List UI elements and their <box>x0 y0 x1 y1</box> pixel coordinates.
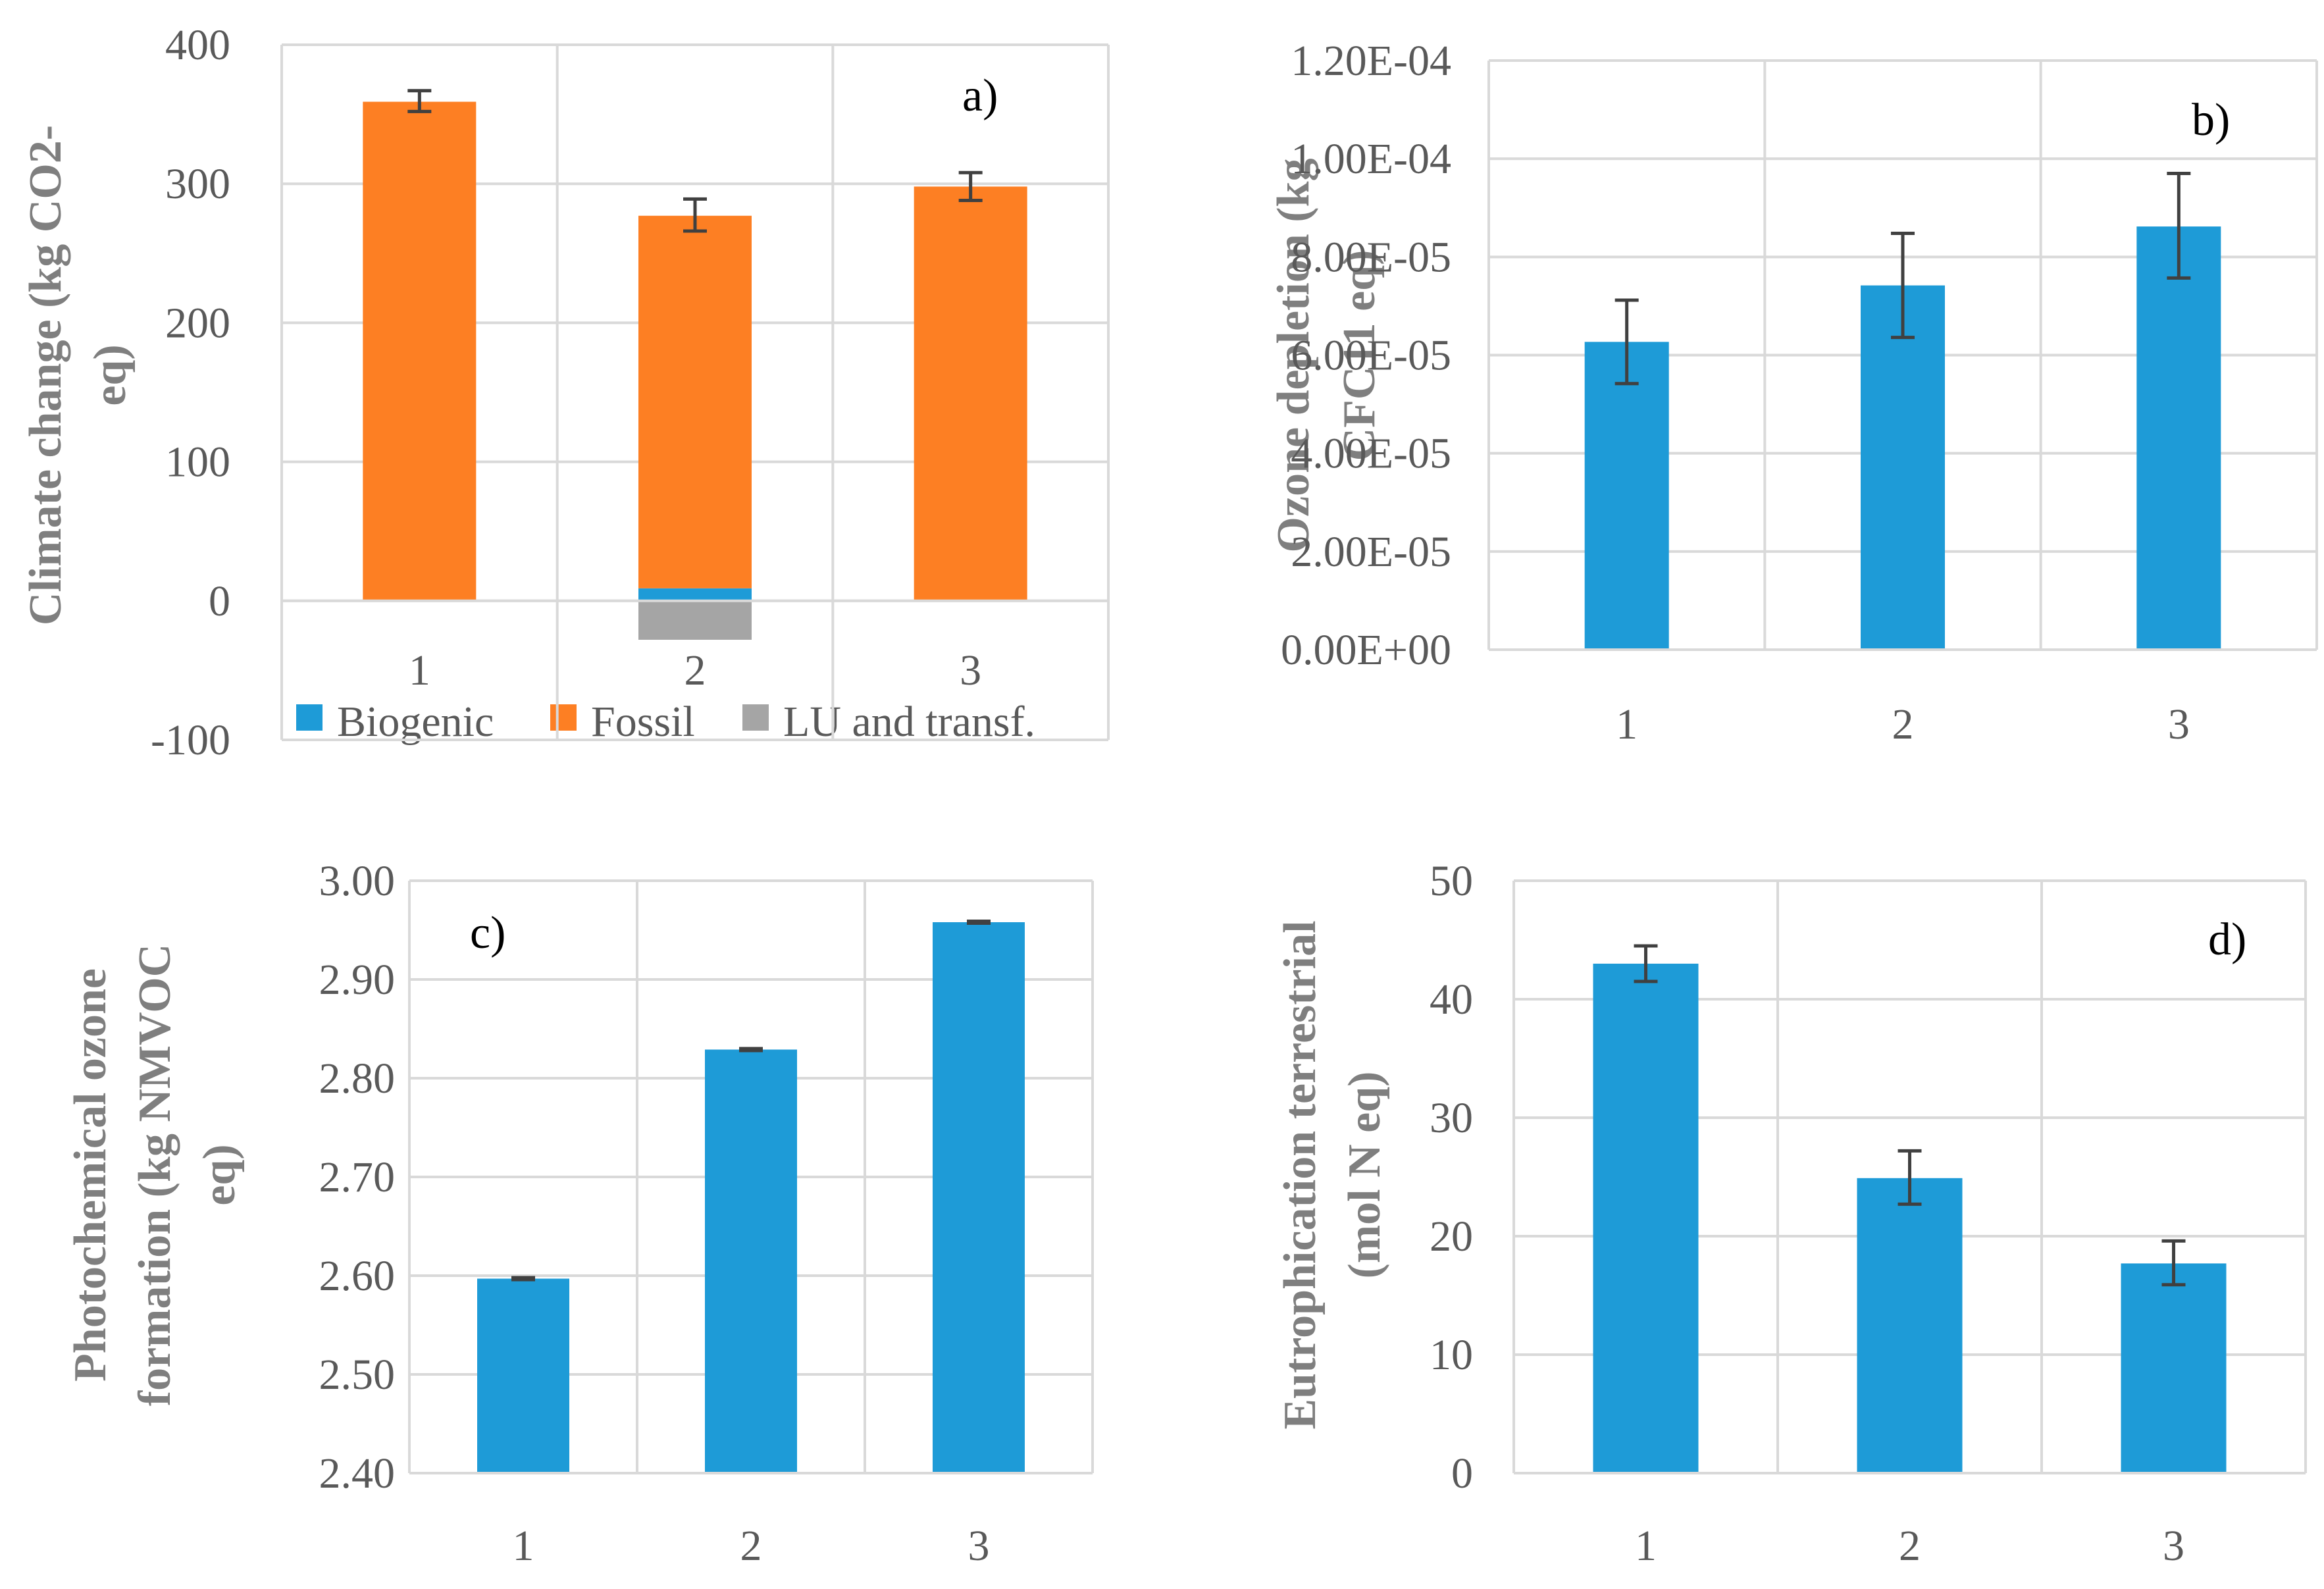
chart-d-ytick-label: 0 <box>1451 1449 1473 1498</box>
chart-b-ytick-label: 8.00E-05 <box>1291 233 1451 281</box>
chart-c-xtick-label: 1 <box>513 1522 534 1570</box>
chart-c-xtick-label: 3 <box>968 1522 990 1570</box>
chart-b-bar <box>1861 285 1945 650</box>
legend-swatch-lu <box>742 704 769 731</box>
chart-d-xtick-label: 1 <box>1635 1522 1657 1570</box>
chart-b-xtick-label: 2 <box>1892 700 1914 748</box>
chart-b-xtick-label: 3 <box>2168 700 2190 748</box>
chart-c-ytick-label: 2.40 <box>319 1449 396 1498</box>
chart-c-ytick-label: 2.70 <box>319 1153 396 1201</box>
legend-swatch-fossil <box>550 704 577 731</box>
chart-a-panel-label: a) <box>962 70 998 121</box>
chart-a-ytick-label: 100 <box>165 438 230 486</box>
chart-d-xtick-label: 3 <box>2163 1522 2184 1570</box>
chart-d-ytick-label: 10 <box>1430 1331 1473 1379</box>
chart-a-bar-fossil <box>363 101 477 601</box>
chart-b-ylabel-line1: Ozone depletion (kg <box>1268 159 1319 553</box>
chart-b-bar <box>1584 342 1669 650</box>
legend-label-biogenic: Biogenic <box>337 698 494 746</box>
legend-label-lu: LU and transf. <box>783 698 1035 746</box>
chart-c-ytick-label: 2.80 <box>319 1055 396 1103</box>
chart-b-ylabel-line2: CFC11 eq) <box>1334 250 1385 461</box>
chart-a-ytick-label: 0 <box>209 577 230 625</box>
chart-a-ylabel-line1: Climate change (kg CO2- <box>20 125 71 625</box>
legend-swatch-biogenic <box>296 704 323 731</box>
chart-a-bar-fossil <box>638 215 752 588</box>
chart-a-ylabel-line2: eq) <box>85 344 136 405</box>
chart-c-ylabel-line3: eq) <box>194 1144 245 1205</box>
chart-a-xtick-label: 1 <box>409 646 430 694</box>
chart-b-ytick-label: 6.00E-05 <box>1291 332 1451 380</box>
chart-d-ylabel-line2: (mol N eq) <box>1339 1072 1390 1279</box>
chart-c-ylabel-line1: Photochemical ozone <box>65 968 116 1382</box>
chart-d-bar <box>1593 964 1699 1473</box>
chart-b-ytick-label: 2.00E-05 <box>1291 528 1451 576</box>
chart-c-panel-label: c) <box>470 908 505 958</box>
chart-d-ytick-label: 50 <box>1430 857 1473 905</box>
chart-b-ytick-label: 1.20E-04 <box>1291 37 1451 85</box>
chart-c-ytick-label: 3.00 <box>319 857 396 905</box>
chart-a-ytick-label: -100 <box>151 716 230 764</box>
chart-d-xtick-label: 2 <box>1899 1522 1921 1570</box>
chart-c: Photochemical ozone formation (kg NMVOC … <box>65 857 1094 1570</box>
chart-a-bar-lu <box>638 600 752 640</box>
chart-b-bar <box>2136 226 2221 650</box>
chart-c-ytick-label: 2.90 <box>319 956 396 1004</box>
chart-a-ytick-label: 200 <box>165 299 230 347</box>
chart-a-bar-fossil <box>914 186 1027 601</box>
chart-c-ytick-label: 2.50 <box>319 1351 396 1399</box>
chart-a: Climate change (kg CO2- eq) a) Biogenic … <box>20 21 1110 764</box>
chart-b-xtick-label: 1 <box>1616 700 1638 748</box>
chart-d-bar <box>2121 1263 2227 1473</box>
chart-d-ytick-label: 30 <box>1430 1094 1473 1142</box>
chart-c-xtick-label: 2 <box>740 1522 762 1570</box>
chart-c-bar <box>933 922 1025 1473</box>
chart-b-ytick-label: 0.00E+00 <box>1281 626 1451 674</box>
chart-d-bar <box>1857 1178 1963 1473</box>
chart-a-xtick-label: 3 <box>960 646 981 694</box>
chart-a-xtick-label: 2 <box>684 646 706 694</box>
chart-a-ytick-label: 400 <box>165 21 230 69</box>
chart-d-panel-label: d) <box>2208 914 2246 965</box>
chart-b-ytick-label: 4.00E-05 <box>1291 430 1451 478</box>
chart-b-ytick-label: 1.00E-04 <box>1291 135 1451 183</box>
chart-c-bar <box>477 1278 569 1473</box>
chart-c-ytick-label: 2.60 <box>319 1252 396 1300</box>
chart-c-bar <box>705 1049 797 1473</box>
chart-d-ytick-label: 20 <box>1430 1212 1473 1261</box>
chart-d: Eutrophication terrestrial (mol N eq) d)… <box>1275 857 2307 1570</box>
chart-a-bar-biogenic <box>638 588 752 601</box>
chart-a-ytick-label: 300 <box>165 160 230 208</box>
chart-d-ytick-label: 40 <box>1430 976 1473 1024</box>
chart-b-panel-label: b) <box>2192 95 2230 145</box>
chart-b: Ozone depletion (kg CFC11 eq) b) 0.00E+0… <box>1268 37 2318 748</box>
chart-a-legend: Biogenic Fossil LU and transf. <box>296 698 1035 746</box>
chart-c-ylabel-line2: formation (kg NMVOC <box>130 944 180 1406</box>
chart-d-ylabel-line1: Eutrophication terrestrial <box>1275 920 1326 1429</box>
legend-label-fossil: Fossil <box>591 698 695 746</box>
